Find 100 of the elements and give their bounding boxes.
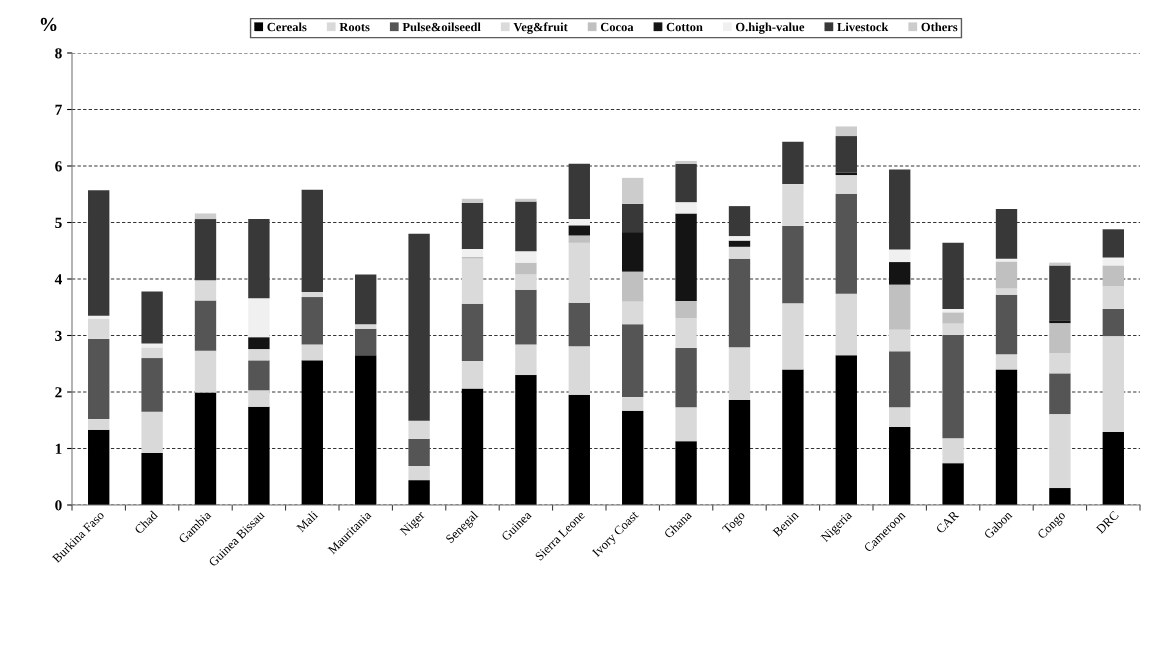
legend-label: Pulse&oilseedl	[402, 22, 481, 32]
bar	[675, 301, 697, 318]
bar	[248, 360, 270, 391]
x-tick-label: CAR	[935, 510, 960, 534]
bar	[995, 354, 1018, 370]
bar	[835, 175, 857, 194]
bar	[675, 202, 697, 214]
bar	[728, 236, 751, 241]
bar	[1102, 265, 1124, 287]
legend-label: Cotton	[666, 22, 703, 32]
bar	[355, 355, 377, 505]
bar	[942, 312, 964, 324]
bar	[141, 411, 163, 454]
bar	[889, 284, 911, 330]
bar	[622, 271, 644, 302]
bar	[568, 225, 590, 236]
bar	[942, 323, 964, 335]
bar	[515, 262, 537, 275]
bar	[942, 438, 964, 464]
bar	[568, 219, 590, 226]
bar	[141, 453, 163, 505]
bar	[622, 397, 644, 411]
bar	[194, 392, 217, 505]
bar	[515, 251, 537, 263]
bar	[248, 298, 270, 338]
bar	[194, 300, 217, 351]
bar	[568, 346, 590, 395]
y-tick-label: 5	[55, 217, 62, 228]
bar	[408, 420, 430, 439]
bar	[835, 193, 857, 294]
bar	[995, 288, 1018, 295]
bar	[568, 302, 590, 347]
bar	[355, 324, 377, 329]
bar	[248, 219, 270, 299]
y-tick-label: 4	[54, 274, 62, 285]
bar	[942, 334, 964, 439]
bar	[889, 329, 911, 352]
bar	[1102, 336, 1124, 433]
bar	[461, 303, 484, 361]
legend-label: Veg&fruit	[513, 22, 568, 34]
bar	[568, 242, 590, 303]
bar	[728, 246, 751, 259]
bar	[141, 358, 163, 412]
bar	[782, 303, 804, 370]
bar	[1049, 488, 1071, 505]
bar	[1102, 286, 1124, 309]
bar	[301, 360, 323, 505]
bar	[728, 399, 751, 505]
y-tick-label: 6	[55, 161, 62, 172]
bar	[728, 258, 751, 348]
bar	[88, 318, 110, 339]
bar	[461, 388, 484, 505]
bar	[568, 394, 590, 505]
bar	[835, 293, 857, 356]
y-tick-label: 2	[55, 387, 62, 398]
bar	[515, 289, 537, 345]
bar	[835, 355, 857, 505]
bar	[622, 410, 644, 505]
bar	[248, 337, 270, 350]
bar	[675, 441, 697, 505]
bar	[728, 240, 751, 247]
bar	[1049, 353, 1071, 374]
bar	[995, 261, 1018, 289]
bar	[88, 315, 110, 319]
bar	[515, 375, 537, 505]
bar	[194, 280, 217, 301]
bar	[461, 198, 484, 203]
legend-label: Cereals	[267, 22, 307, 32]
bar	[408, 480, 430, 505]
bar	[461, 249, 484, 257]
legend-label: Cocoa	[600, 22, 634, 32]
bar	[1049, 323, 1071, 354]
bar	[248, 406, 270, 505]
bar	[1102, 308, 1124, 337]
legend-label: Livestock	[837, 22, 889, 32]
x-tick-label: Mali	[295, 510, 319, 533]
bar	[461, 360, 484, 389]
bar	[889, 407, 911, 428]
bar	[194, 350, 217, 393]
bar	[622, 232, 644, 272]
legend-label: Roots	[339, 22, 370, 32]
bar	[1049, 320, 1071, 324]
y-tick-label: 1	[55, 443, 62, 454]
bar	[675, 347, 697, 408]
bar	[622, 177, 644, 204]
bar	[515, 198, 537, 202]
bar	[408, 438, 430, 467]
bar	[728, 347, 751, 400]
bar	[408, 466, 430, 481]
bar	[88, 338, 110, 420]
bar	[1049, 373, 1071, 415]
bar	[675, 213, 697, 302]
bar	[88, 419, 110, 430]
bar	[248, 349, 270, 361]
bar	[301, 344, 323, 361]
y-tick-label: 7	[55, 104, 62, 115]
bar	[622, 324, 644, 398]
bar	[675, 407, 697, 442]
bar	[408, 233, 430, 421]
bar	[675, 317, 697, 348]
